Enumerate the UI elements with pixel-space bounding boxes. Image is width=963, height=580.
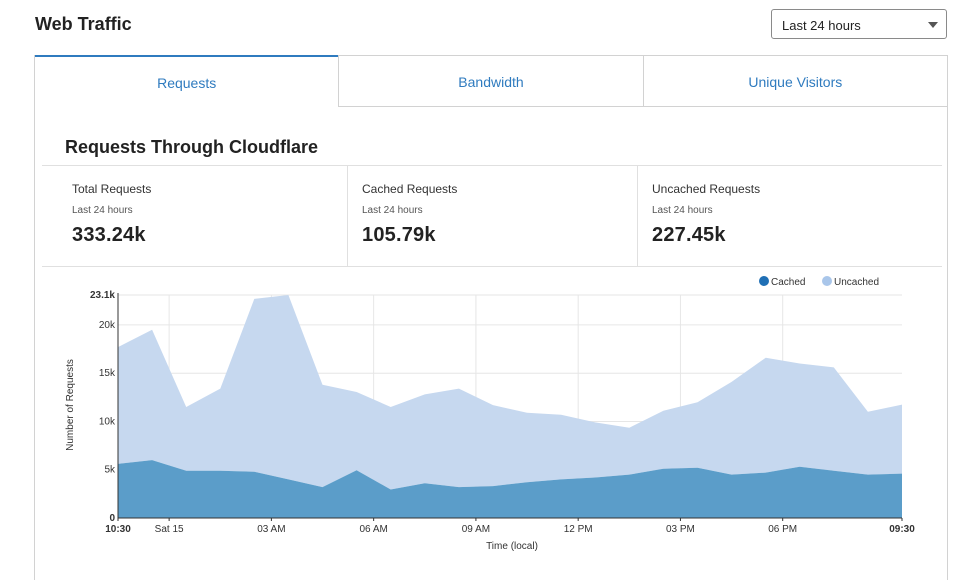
cached-area: [118, 460, 902, 518]
x-tick-label: 12 PM: [564, 524, 593, 535]
section-title: Requests Through Cloudflare: [65, 137, 319, 157]
stat-period: Last 24 hours: [362, 205, 423, 216]
time-range-value: Last 24 hours: [782, 18, 861, 33]
stat-label: Total Requests: [72, 182, 152, 196]
x-tick-label: 03 PM: [666, 524, 695, 535]
stat-label: Cached Requests: [362, 182, 458, 196]
legend-uncached-label: Uncached: [834, 277, 879, 288]
stat-label: Uncached Requests: [652, 182, 761, 196]
y-tick-label: 23.1k: [90, 290, 115, 301]
section-divider: [42, 165, 942, 166]
stat-value: 105.79k: [362, 224, 436, 246]
stats-divider: [42, 266, 942, 267]
stat-uncached-requests: Uncached Requests Last 24 hours 227.45k: [652, 182, 942, 247]
stat-period: Last 24 hours: [652, 205, 713, 216]
stat-divider: [347, 166, 348, 267]
tab-bandwidth[interactable]: Bandwidth: [338, 55, 643, 107]
stat-divider: [637, 166, 638, 267]
x-tick-label: 06 AM: [359, 524, 387, 535]
y-tick-label: 5k: [104, 465, 116, 476]
x-tick-label: 03 AM: [257, 524, 285, 535]
y-tick-label: 20k: [99, 320, 116, 331]
traffic-panel: Requests Bandwidth Unique Visitors Reque…: [34, 55, 948, 580]
y-tick-label: 10k: [99, 416, 116, 427]
x-tick-label: 09 AM: [462, 524, 490, 535]
time-range-select[interactable]: Last 24 hours: [771, 9, 947, 39]
legend-cached-label: Cached: [771, 277, 805, 288]
stat-period: Last 24 hours: [72, 205, 133, 216]
x-axis-title: Time (local): [486, 541, 538, 552]
uncached-area: [118, 295, 902, 490]
y-tick-label: 15k: [99, 368, 116, 379]
x-tick-label: Sat 15: [155, 524, 184, 535]
tab-bar: Requests Bandwidth Unique Visitors: [35, 55, 947, 107]
chevron-down-icon: [928, 22, 938, 28]
legend-uncached-swatch: [822, 276, 832, 286]
y-tick-label: 0: [109, 513, 115, 524]
x-tick-label: 10:30: [105, 524, 131, 535]
stat-value: 333.24k: [72, 224, 146, 246]
y-axis-title: Number of Requests: [65, 359, 76, 451]
tab-unique-visitors[interactable]: Unique Visitors: [642, 55, 947, 107]
stat-total-requests: Total Requests Last 24 hours 333.24k: [72, 182, 362, 247]
x-tick-label: 09:30: [889, 524, 915, 535]
tab-requests[interactable]: Requests: [35, 55, 339, 107]
stat-value: 227.45k: [652, 224, 726, 246]
page-title: Web Traffic: [35, 14, 132, 34]
legend-cached-swatch: [759, 276, 769, 286]
stat-cached-requests: Cached Requests Last 24 hours 105.79k: [362, 182, 652, 247]
x-tick-label: 06 PM: [768, 524, 797, 535]
